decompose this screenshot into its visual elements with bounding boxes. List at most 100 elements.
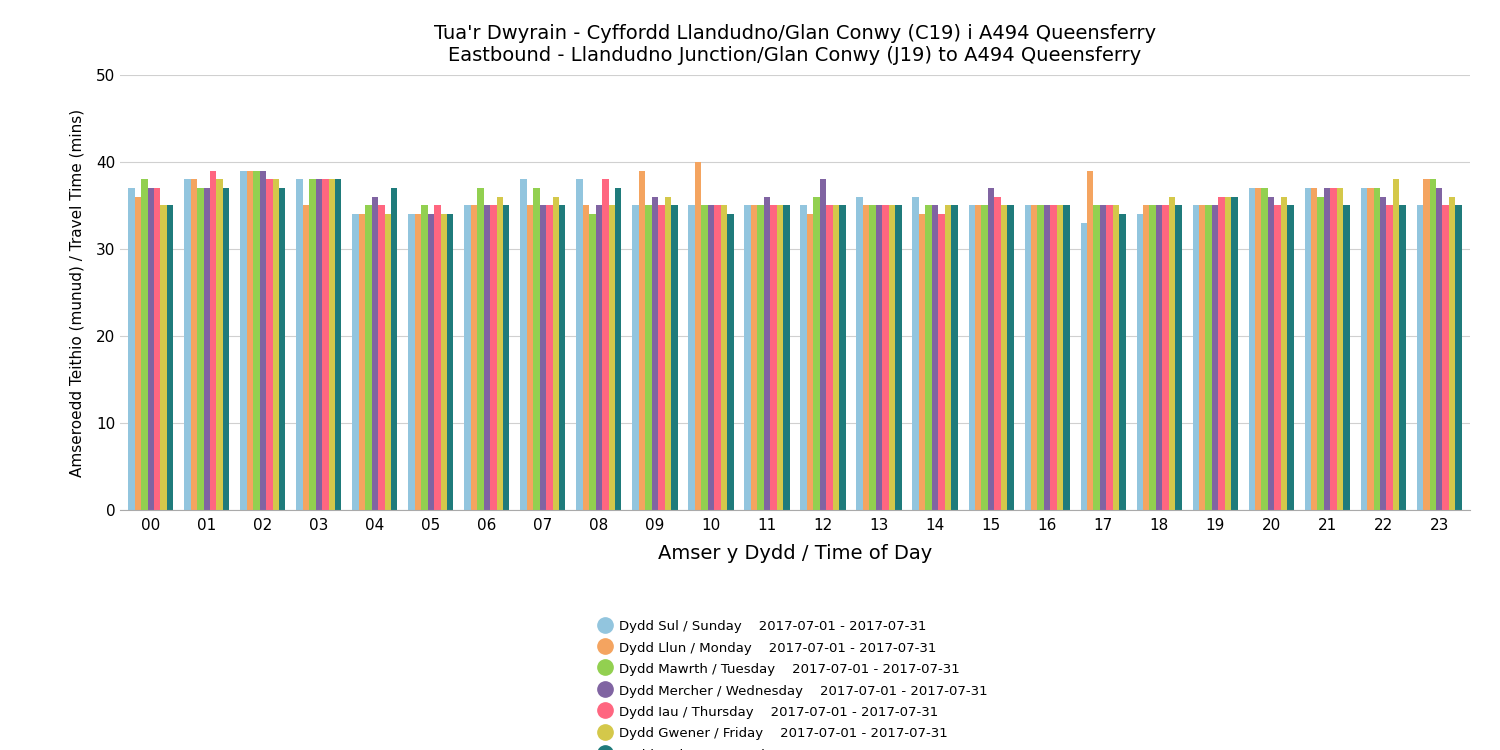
Bar bbox=[951, 206, 957, 510]
Bar bbox=[166, 206, 174, 510]
Bar bbox=[1044, 206, 1050, 510]
Bar bbox=[770, 206, 777, 510]
Bar bbox=[224, 188, 230, 510]
Bar bbox=[1449, 196, 1455, 510]
Bar bbox=[932, 206, 939, 510]
Bar bbox=[358, 214, 364, 510]
Bar bbox=[184, 179, 190, 510]
Bar bbox=[602, 179, 609, 510]
Bar bbox=[273, 179, 279, 510]
Bar bbox=[609, 206, 615, 510]
Bar bbox=[758, 206, 764, 510]
Bar bbox=[813, 196, 820, 510]
Bar bbox=[1380, 196, 1386, 510]
Bar bbox=[1311, 188, 1317, 510]
Bar bbox=[1226, 196, 1232, 510]
Bar bbox=[1275, 206, 1281, 510]
Bar bbox=[975, 206, 981, 510]
Bar bbox=[552, 196, 560, 510]
Bar bbox=[1198, 206, 1206, 510]
Bar bbox=[1024, 206, 1030, 510]
Bar bbox=[1262, 188, 1268, 510]
Bar bbox=[1330, 188, 1336, 510]
Bar bbox=[807, 214, 813, 510]
Bar bbox=[1317, 196, 1324, 510]
Bar bbox=[447, 214, 453, 510]
Bar bbox=[988, 188, 994, 510]
Bar bbox=[590, 214, 596, 510]
Bar bbox=[1455, 206, 1461, 510]
Bar bbox=[1192, 206, 1198, 510]
Bar bbox=[240, 171, 246, 510]
Bar bbox=[833, 206, 839, 510]
Bar bbox=[416, 214, 422, 510]
Bar bbox=[1149, 206, 1156, 510]
Bar bbox=[526, 206, 534, 510]
Bar bbox=[1212, 206, 1218, 510]
Bar bbox=[1094, 206, 1100, 510]
Bar bbox=[888, 206, 896, 510]
Bar bbox=[752, 206, 758, 510]
Bar bbox=[1119, 214, 1125, 510]
Bar bbox=[1256, 188, 1262, 510]
Bar bbox=[1107, 206, 1113, 510]
Bar bbox=[546, 206, 552, 510]
Bar bbox=[664, 196, 670, 510]
Bar bbox=[939, 214, 945, 510]
Bar bbox=[1064, 206, 1070, 510]
Bar bbox=[994, 196, 1000, 510]
Bar bbox=[266, 179, 273, 510]
Bar bbox=[702, 206, 708, 510]
Bar bbox=[1430, 179, 1436, 510]
Bar bbox=[260, 171, 266, 510]
Bar bbox=[981, 206, 988, 510]
Bar bbox=[1268, 196, 1275, 510]
Bar bbox=[783, 206, 789, 510]
Bar bbox=[728, 214, 734, 510]
Bar bbox=[433, 206, 441, 510]
Bar bbox=[882, 206, 888, 510]
Bar bbox=[1344, 206, 1350, 510]
Bar bbox=[596, 206, 602, 510]
Bar bbox=[1324, 188, 1330, 510]
Bar bbox=[427, 214, 433, 510]
Bar bbox=[1156, 206, 1162, 510]
Bar bbox=[392, 188, 398, 510]
Bar bbox=[926, 206, 932, 510]
Bar bbox=[534, 188, 540, 510]
Y-axis label: Amseroedd Teithio (munud) / Travel Time (mins): Amseroedd Teithio (munud) / Travel Time … bbox=[69, 109, 84, 476]
Title: Tua'r Dwyrain - Cyffordd Llandudno/Glan Conwy (C19) i A494 Queensferry
Eastbound: Tua'r Dwyrain - Cyffordd Llandudno/Glan … bbox=[433, 24, 1156, 65]
Bar bbox=[540, 206, 546, 510]
Bar bbox=[322, 179, 328, 510]
Bar bbox=[651, 196, 658, 510]
Bar bbox=[204, 188, 210, 510]
Bar bbox=[334, 179, 342, 510]
Bar bbox=[633, 206, 639, 510]
Bar bbox=[1206, 206, 1212, 510]
Bar bbox=[920, 214, 926, 510]
Bar bbox=[210, 171, 216, 510]
Bar bbox=[615, 188, 621, 510]
Bar bbox=[1100, 206, 1107, 510]
Bar bbox=[135, 196, 141, 510]
Bar bbox=[1038, 206, 1044, 510]
Bar bbox=[708, 206, 714, 510]
Bar bbox=[744, 206, 752, 510]
Bar bbox=[1232, 196, 1238, 510]
Bar bbox=[1386, 206, 1394, 510]
Bar bbox=[896, 206, 902, 510]
Bar bbox=[1305, 188, 1311, 510]
Bar bbox=[658, 206, 664, 510]
Bar bbox=[490, 206, 496, 510]
Bar bbox=[1143, 206, 1149, 510]
Bar bbox=[1113, 206, 1119, 510]
Bar bbox=[1137, 214, 1143, 510]
Bar bbox=[1436, 188, 1443, 510]
Bar bbox=[471, 206, 477, 510]
Bar bbox=[477, 188, 483, 510]
Bar bbox=[1424, 179, 1430, 510]
Bar bbox=[408, 214, 416, 510]
Bar bbox=[670, 206, 678, 510]
Bar bbox=[1056, 206, 1064, 510]
Bar bbox=[1248, 188, 1256, 510]
